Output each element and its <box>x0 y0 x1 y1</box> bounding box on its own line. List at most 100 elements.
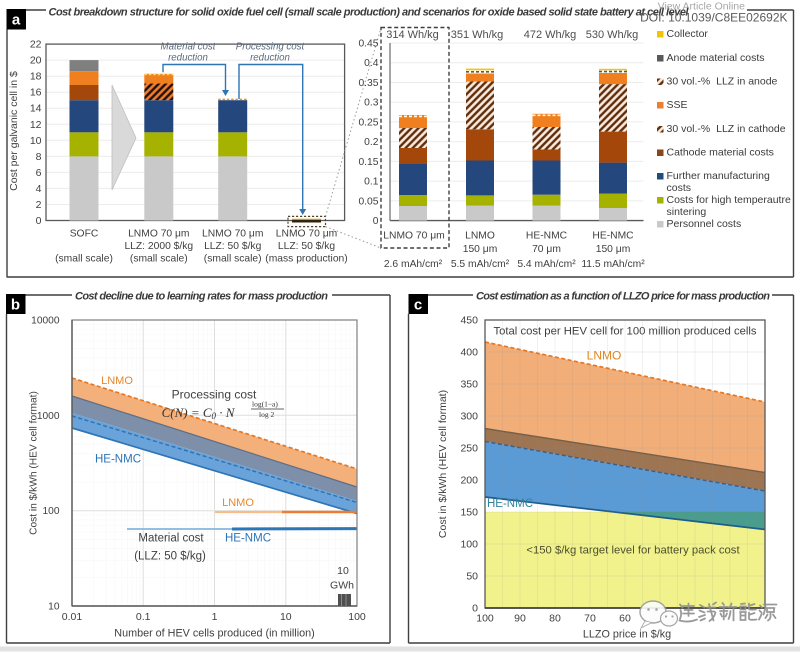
svg-text:LNMO: LNMO <box>465 231 495 242</box>
svg-text:6: 6 <box>36 167 42 179</box>
svg-text:a: a <box>12 12 21 29</box>
svg-text:(LLZ: 50 $/kg): (LLZ: 50 $/kg) <box>134 551 206 563</box>
svg-text:Cost decline due to learning r: Cost decline due to learning rates for m… <box>75 291 328 303</box>
svg-text:LLZ: 50 $/kg: LLZ: 50 $/kg <box>278 241 336 252</box>
svg-text:LNMO 70 μm: LNMO 70 μm <box>128 229 189 240</box>
svg-text:150: 150 <box>460 507 478 519</box>
svg-text:314 Wh/kg: 314 Wh/kg <box>386 29 439 41</box>
svg-text:150 μm: 150 μm <box>596 244 631 255</box>
svg-text:0.45: 0.45 <box>358 39 378 50</box>
svg-text:10: 10 <box>30 135 42 147</box>
svg-text:0.3: 0.3 <box>364 98 379 109</box>
svg-text:LNMO: LNMO <box>587 349 622 363</box>
svg-text:Further manufacturing: Further manufacturing <box>667 170 770 182</box>
svg-text:LLZO price in $/kg: LLZO price in $/kg <box>583 629 671 641</box>
svg-text:LLZ: 2000 $/kg: LLZ: 2000 $/kg <box>124 241 193 252</box>
svg-text:LNMO: LNMO <box>101 375 133 387</box>
svg-text:5.4 mAh/cm²: 5.4 mAh/cm² <box>517 259 576 270</box>
svg-text:(small scale): (small scale) <box>55 254 113 265</box>
svg-text:sintering: sintering <box>667 206 707 218</box>
svg-text:10: 10 <box>337 565 349 577</box>
svg-text:30 vol.-% LLZ in anode: 30 vol.-% LLZ in anode <box>667 76 778 88</box>
svg-text:costs: costs <box>667 182 692 194</box>
svg-text:DOI: 10.1039/C8EE02692K: DOI: 10.1039/C8EE02692K <box>640 11 787 25</box>
svg-text:2: 2 <box>36 199 42 211</box>
svg-text:0.2: 0.2 <box>364 137 379 148</box>
svg-text:b: b <box>11 297 20 314</box>
svg-text:GWh: GWh <box>330 580 354 592</box>
svg-text:Costs for high temperautre: Costs for high temperautre <box>667 194 791 206</box>
svg-text:2.6 mAh/cm²: 2.6 mAh/cm² <box>384 259 443 270</box>
svg-text:Cost breakdown structure for s: Cost breakdown structure for solid oxide… <box>49 7 690 19</box>
svg-text:Material cost: Material cost <box>138 533 204 545</box>
svg-text:22: 22 <box>30 39 42 51</box>
svg-text:30 vol.-% LLZ in cathode: 30 vol.-% LLZ in cathode <box>667 123 786 135</box>
svg-text:0.01: 0.01 <box>62 611 83 623</box>
svg-text:10: 10 <box>280 611 292 623</box>
svg-text:c: c <box>414 297 422 314</box>
svg-text:0.1: 0.1 <box>136 611 151 623</box>
svg-text:SOFC: SOFC <box>70 229 99 240</box>
svg-text:350: 350 <box>460 379 478 391</box>
svg-text:100: 100 <box>460 539 478 551</box>
svg-text:200: 200 <box>460 475 478 487</box>
svg-text:reduction: reduction <box>168 53 208 64</box>
svg-text:LNMO 70 μm: LNMO 70 μm <box>383 231 444 242</box>
svg-text:Material cost: Material cost <box>161 42 217 53</box>
svg-text:0.05: 0.05 <box>358 196 378 207</box>
svg-text:11.5 mAh/cm²: 11.5 mAh/cm² <box>581 259 645 270</box>
svg-text:472 Wh/kg: 472 Wh/kg <box>524 29 577 41</box>
svg-text:1000: 1000 <box>37 411 60 422</box>
svg-text:250: 250 <box>460 443 478 455</box>
svg-text:450: 450 <box>460 315 478 327</box>
svg-text:(small scale): (small scale) <box>130 254 188 265</box>
svg-text:60: 60 <box>619 613 631 625</box>
svg-text:300: 300 <box>460 411 478 423</box>
svg-text:Number of HEV cells produced (: Number of HEV cells produced (in million… <box>114 628 314 640</box>
svg-text:LNMO: LNMO <box>222 497 254 509</box>
svg-text:0.25: 0.25 <box>358 117 378 128</box>
svg-text:10000: 10000 <box>31 316 60 327</box>
svg-text:Processing cost: Processing cost <box>172 388 257 402</box>
svg-text:Cost per galvanic cell in $: Cost per galvanic cell in $ <box>8 71 20 191</box>
svg-text:Anode material costs: Anode material costs <box>667 52 765 64</box>
svg-text:100: 100 <box>476 613 494 625</box>
svg-text:1: 1 <box>212 611 218 623</box>
svg-text:(small scale): (small scale) <box>204 254 262 265</box>
svg-text:12: 12 <box>30 119 42 131</box>
svg-text:20: 20 <box>30 55 42 67</box>
svg-text:HE-NMC: HE-NMC <box>592 231 634 242</box>
svg-text:80: 80 <box>549 613 561 625</box>
svg-text:0: 0 <box>36 215 42 227</box>
svg-text:0.1: 0.1 <box>364 177 379 188</box>
svg-text:View Article Online: View Article Online <box>658 1 746 13</box>
svg-text:0: 0 <box>472 603 478 615</box>
svg-text:Cost estimation as a function: Cost estimation as a function of LLZO pr… <box>476 291 770 303</box>
svg-text:Cost in $/kWh (HEV cell format: Cost in $/kWh (HEV cell format) <box>29 391 40 535</box>
svg-text:530 Wh/kg: 530 Wh/kg <box>586 29 639 41</box>
svg-text:HE-NMC: HE-NMC <box>526 231 568 242</box>
svg-text:400: 400 <box>460 347 478 359</box>
svg-text:Personnel costs: Personnel costs <box>667 218 742 230</box>
svg-text:log 2: log 2 <box>259 410 274 419</box>
svg-text:0.35: 0.35 <box>358 78 378 89</box>
svg-text:C(N) = C0 · N: C(N) = C0 · N <box>162 405 236 421</box>
svg-text:8: 8 <box>36 151 42 163</box>
svg-text:reduction: reduction <box>250 53 290 64</box>
svg-text:16: 16 <box>30 87 42 99</box>
svg-text:90: 90 <box>514 613 526 625</box>
svg-text:SSE: SSE <box>667 99 688 111</box>
svg-text:log(1−a): log(1−a) <box>252 400 278 409</box>
svg-text:150 μm: 150 μm <box>463 244 498 255</box>
svg-text:HE-NMC: HE-NMC <box>225 533 271 545</box>
svg-text:Cost in $/kWh (HEV cell format: Cost in $/kWh (HEV cell format) <box>437 390 449 538</box>
svg-text:100: 100 <box>43 506 60 517</box>
svg-text:0.15: 0.15 <box>358 157 378 168</box>
svg-text:18: 18 <box>30 71 42 83</box>
svg-text:Collector: Collector <box>667 28 709 40</box>
svg-text:Processing cost: Processing cost <box>236 42 306 53</box>
svg-text:LNMO 70 μm: LNMO 70 μm <box>202 229 263 240</box>
svg-text:LLZ: 50 $/kg: LLZ: 50 $/kg <box>204 241 262 252</box>
svg-text:351 Wh/kg: 351 Wh/kg <box>451 29 504 41</box>
svg-text:10: 10 <box>48 602 60 613</box>
